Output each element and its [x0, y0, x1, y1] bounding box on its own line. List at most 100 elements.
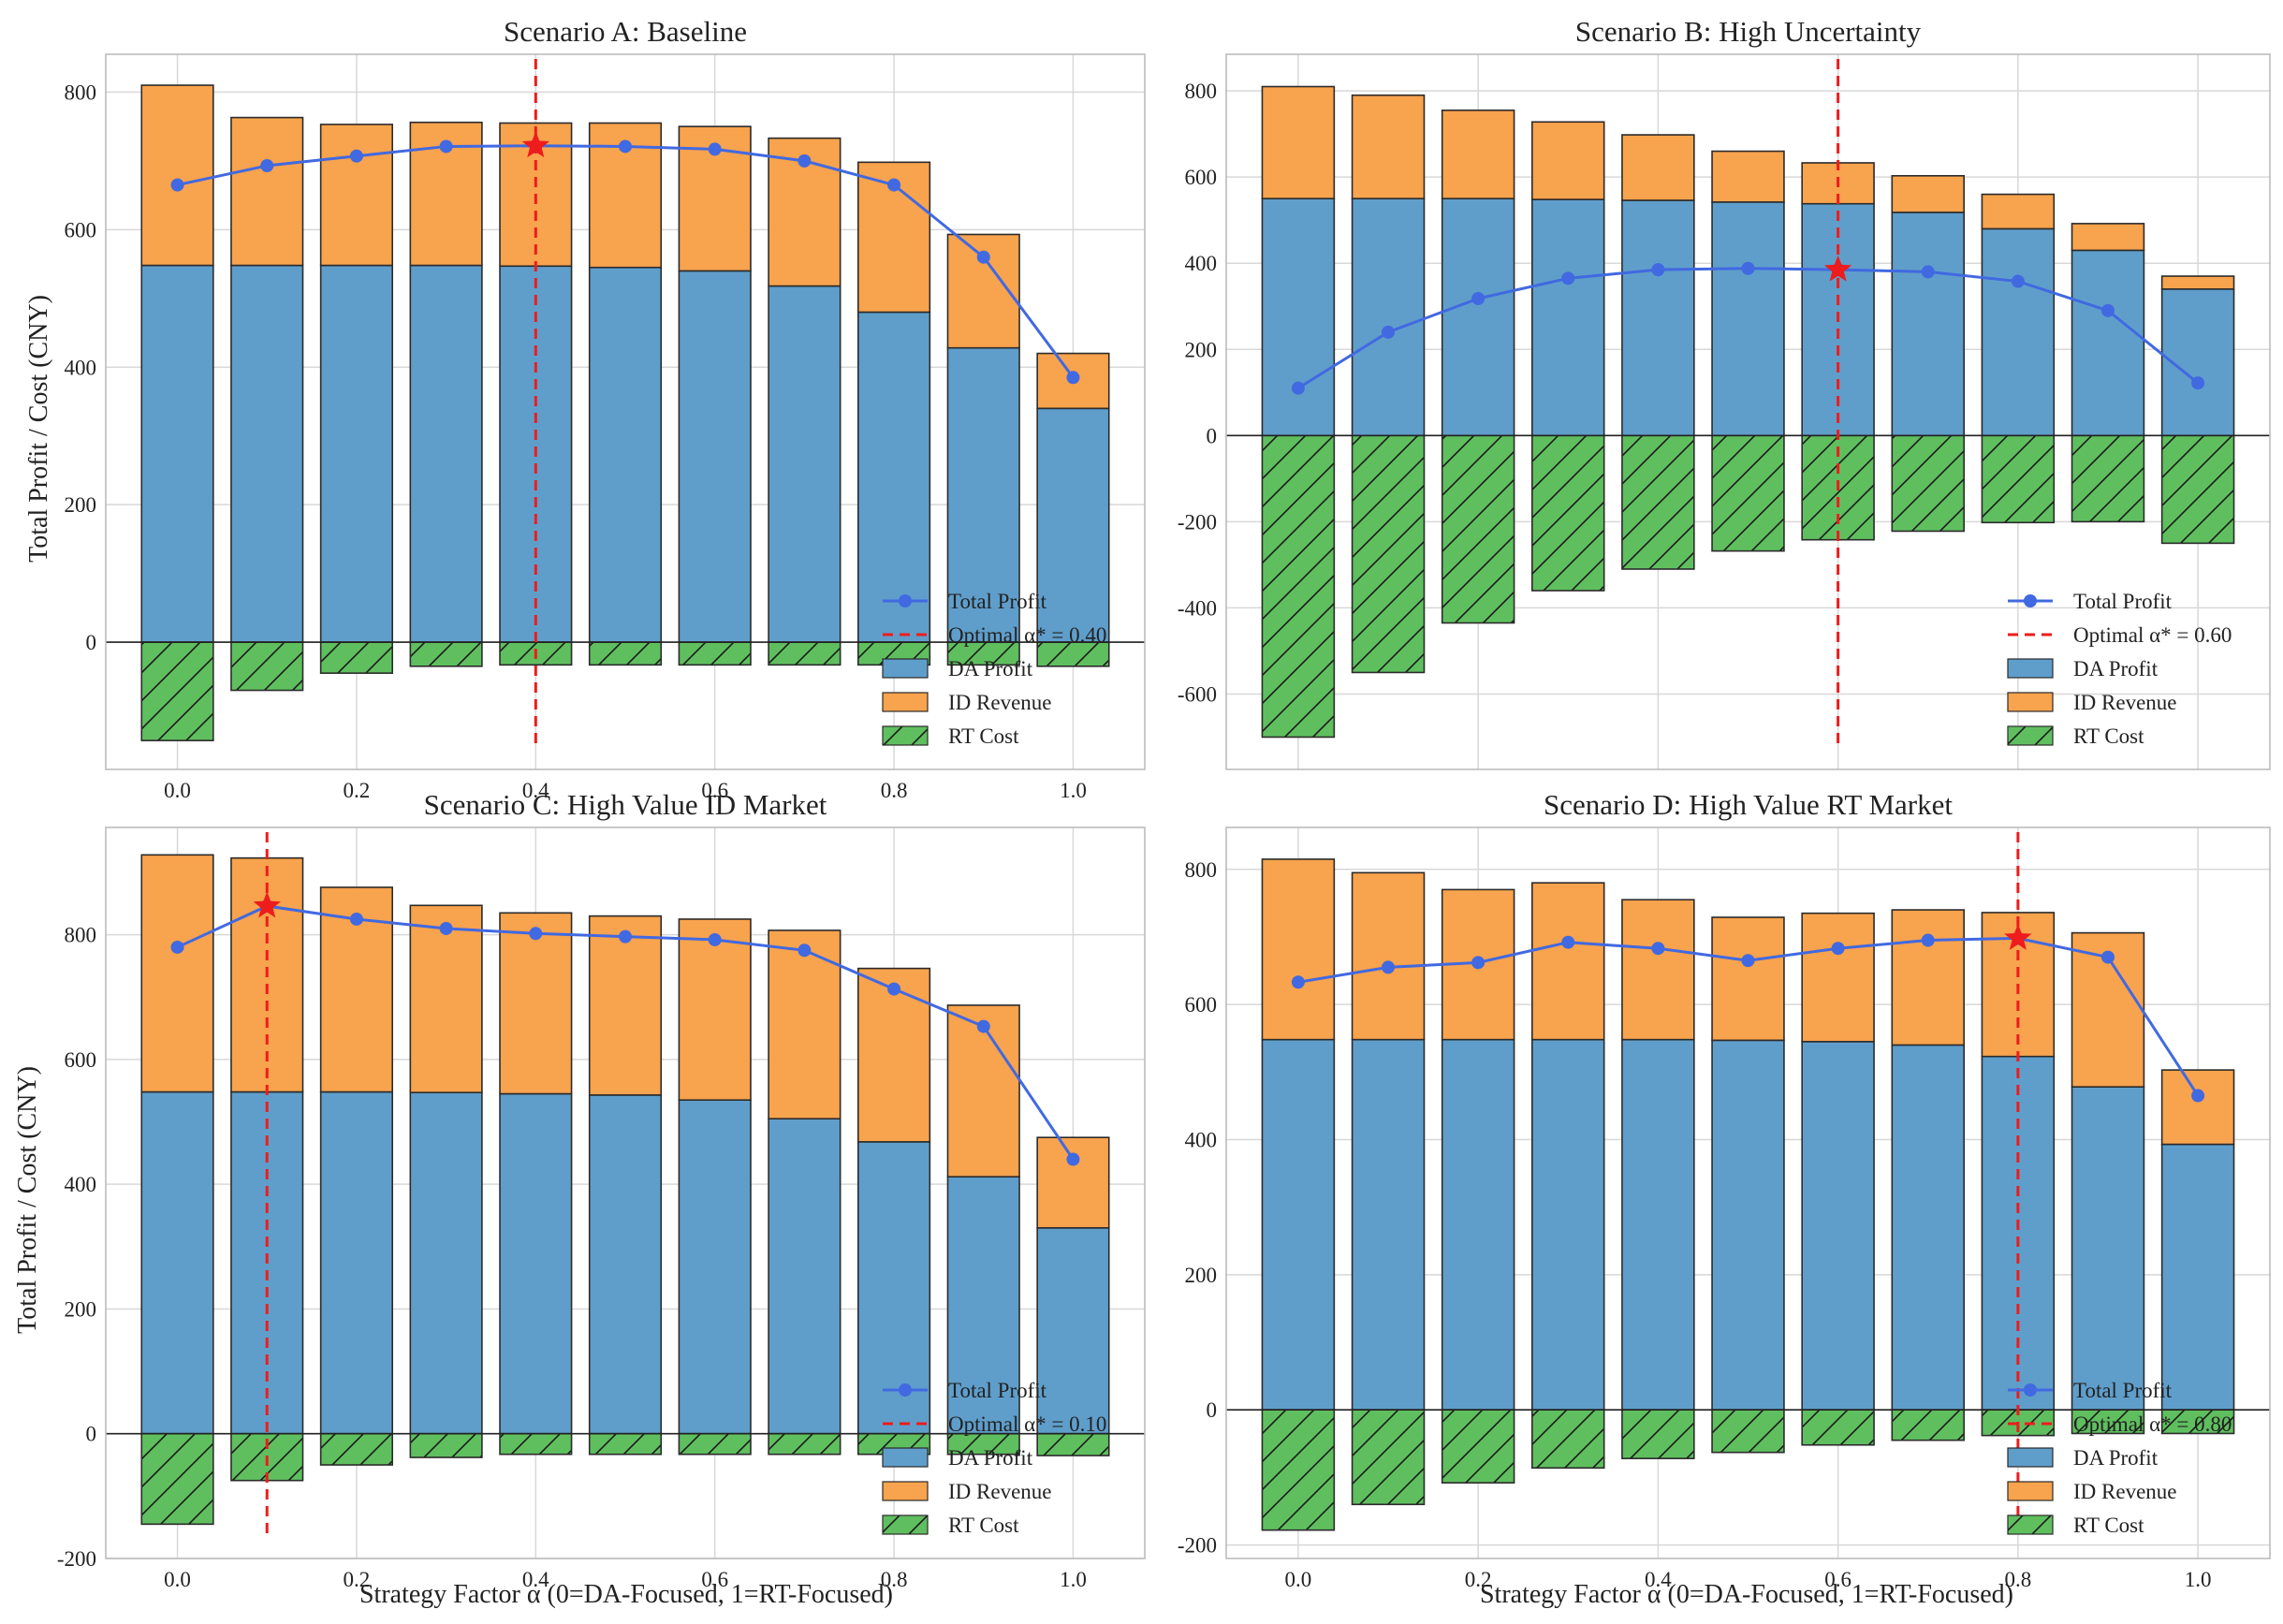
chart-panel-2: Scenario B: High Uncertainty -600 -400 -200…	[1178, 15, 2271, 770]
legend-optimal-alpha: Optimal α* = 0.40	[948, 623, 1106, 647]
rt-cost-bar	[1441, 1409, 1515, 1484]
x-axis-title-right: Strategy Factor α (0=DA-Focused, 1=RT-Fo…	[1480, 1580, 2013, 1609]
id-revenue-bar	[1711, 150, 1785, 203]
total-profit-point	[1471, 291, 1485, 305]
panel-title: Scenario C: High Value ID Market	[424, 788, 827, 821]
id-revenue-bar	[768, 929, 841, 1120]
legend-total-profit-marker	[2024, 594, 2037, 607]
optimal-star-marker	[521, 131, 549, 158]
da-profit-bar	[768, 285, 841, 643]
total-profit-point	[170, 178, 184, 192]
total-profit-point	[976, 1019, 990, 1033]
chart-panel-1: Scenario A: Baseline 0 200 400 600 800 0.0 0.2 0…	[65, 15, 1146, 802]
da-profit-bar	[409, 264, 483, 643]
x-tick-label: 0.2	[344, 1568, 371, 1591]
total-profit-point	[529, 927, 543, 941]
rt-cost-bar	[1036, 1432, 1110, 1456]
da-profit-bar	[1261, 1038, 1336, 1412]
y-tick-label: 200	[1185, 338, 1218, 361]
y-tick-label: 600	[1185, 166, 1218, 189]
legend-id-revenue: ID Revenue	[2073, 1480, 2177, 1503]
legend-da-profit: DA Profit	[948, 1446, 1033, 1470]
id-revenue-bar	[1441, 110, 1515, 199]
total-profit-point	[1651, 942, 1665, 956]
rt-cost-bar	[1261, 434, 1336, 739]
legend: Total Profit Optimal α* = 0.10 DA Profit ID…	[882, 1379, 1106, 1537]
da-profit-bar	[1891, 212, 1965, 437]
rt-cost-bar	[2071, 434, 2145, 523]
id-revenue-bar	[1531, 882, 1605, 1041]
rt-cost-bar	[946, 641, 1020, 666]
y-tick-label: 800	[65, 80, 97, 104]
total-profit-point	[708, 142, 722, 156]
legend-da-profit: DA Profit	[2073, 1446, 2159, 1470]
panel-title: Scenario B: High Uncertainty	[1575, 15, 1922, 48]
da-profit-bar	[2071, 249, 2145, 437]
panel-title: Scenario D: High Value RT Market	[1544, 788, 1953, 821]
total-profit-point	[1741, 954, 1755, 968]
y-tick-label: 400	[1185, 1128, 1218, 1151]
total-profit-point	[1291, 381, 1305, 395]
optimal-star-marker	[1823, 255, 1852, 282]
rt-cost-bar	[319, 641, 394, 674]
chart-panel-4: Scenario D: High Value RT Market -200 0 200…	[1178, 788, 2271, 1591]
x-tick-label: 1.0	[2185, 1568, 2212, 1591]
y-tick-label: 800	[65, 924, 97, 947]
da-profit-bar	[1036, 1227, 1110, 1435]
legend: Total Profit Optimal α* = 0.40 DA Profit ID…	[882, 590, 1106, 748]
rt-cost-bar	[1441, 434, 1515, 624]
legend-id-revenue-swatch	[882, 692, 929, 712]
rt-cost-bar	[1531, 434, 1605, 592]
x-tick-label: 0.0	[1285, 1568, 1312, 1591]
legend-rt-cost-swatch	[2007, 1514, 2054, 1535]
rt-cost-bar	[768, 1432, 841, 1456]
legend-total-profit: Total Profit	[948, 590, 1047, 613]
legend-total-profit-marker	[899, 1383, 912, 1397]
id-revenue-bar	[1981, 193, 2056, 230]
x-tick-label: 0.8	[881, 779, 908, 802]
id-revenue-bar	[140, 854, 214, 1093]
legend-total-profit-marker	[2024, 1383, 2037, 1397]
x-tick-label: 0.4	[522, 779, 549, 802]
x-tick-label: 0.8	[2004, 1568, 2031, 1591]
y-tick-label: -200	[1178, 1534, 1217, 1558]
total-profit-point	[2011, 274, 2025, 288]
total-profit-point	[619, 139, 632, 154]
rt-cost-bar	[678, 1432, 752, 1456]
id-revenue-bar	[140, 84, 214, 267]
legend-optimal-alpha: Optimal α* = 0.10	[948, 1412, 1106, 1436]
rt-cost-bar	[319, 1432, 394, 1466]
da-profit-bar	[1981, 227, 2056, 437]
rt-cost-bar	[499, 1432, 573, 1456]
rt-cost-bar	[409, 641, 483, 667]
id-revenue-bar	[678, 918, 752, 1102]
id-revenue-bar	[1531, 121, 1605, 200]
da-profit-bar	[230, 264, 304, 643]
total-profit-point	[619, 929, 632, 944]
da-profit-bar	[1441, 198, 1515, 437]
legend-total-profit: Total Profit	[948, 1379, 1047, 1402]
x-tick-label: 1.0	[1060, 779, 1087, 802]
x-tick-label: 0.2	[1465, 1568, 1492, 1591]
total-profit-point	[349, 912, 363, 926]
da-profit-bar	[409, 1091, 483, 1435]
rt-cost-bar	[588, 641, 663, 666]
id-revenue-bar	[1351, 94, 1426, 199]
total-profit-point	[887, 178, 901, 192]
id-revenue-bar	[1261, 85, 1336, 199]
legend-rt-cost: RT Cost	[2073, 724, 2144, 748]
y-tick-label: 400	[65, 1173, 97, 1196]
total-profit-point	[1831, 942, 1845, 956]
y-tick-label: 600	[65, 218, 97, 241]
total-profit-point	[1291, 975, 1305, 989]
legend-id-revenue: ID Revenue	[948, 1480, 1052, 1503]
plot-frame	[105, 827, 1146, 1559]
legend-id-revenue-swatch	[882, 1481, 929, 1501]
rt-cost-bar	[1891, 434, 1965, 533]
total-profit-point	[1382, 960, 1396, 974]
legend-da-profit-swatch	[882, 658, 929, 679]
total-profit-point	[1561, 271, 1575, 285]
id-revenue-bar	[1891, 909, 1965, 1046]
legend-da-profit-swatch	[2007, 1447, 2054, 1468]
rt-cost-bar	[588, 1432, 663, 1456]
